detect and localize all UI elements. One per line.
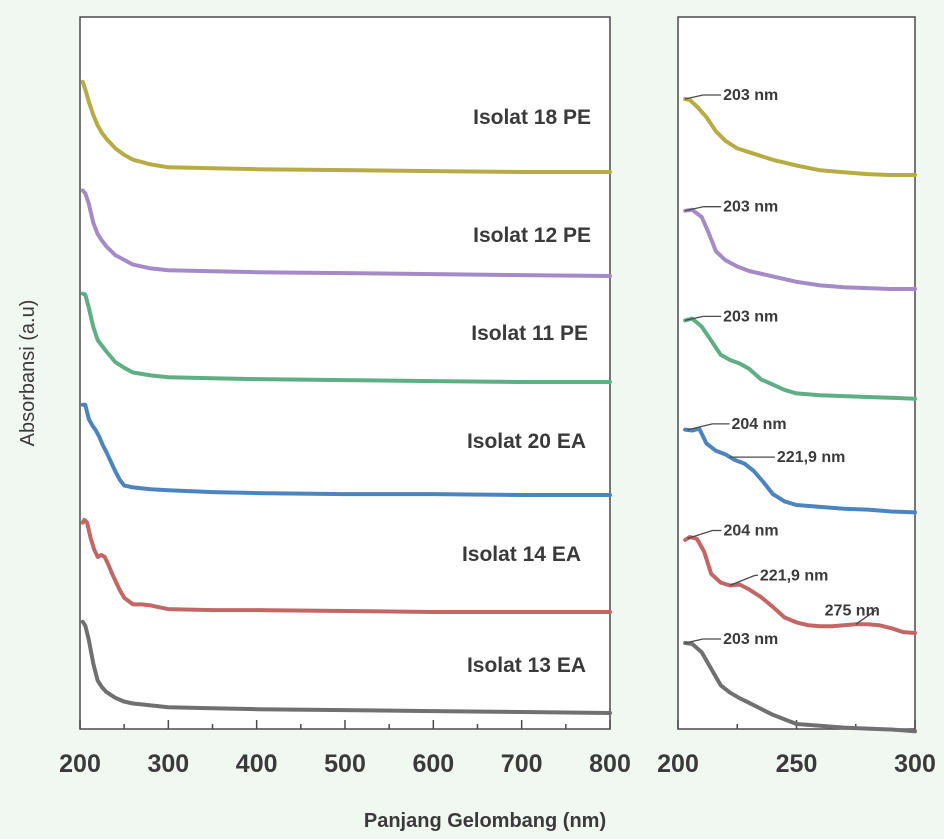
x-tick-label: 250 [776,750,818,778]
peak-label: 221,9 nm [760,567,828,584]
x-tick-label: 800 [589,750,631,778]
x-tick-label: 600 [412,750,454,778]
peak-label: 221,9 nm [777,449,845,466]
zoom-spectrum-line-4 [683,426,917,515]
series-label-isolat-12-pe: Isolat 12 PE [473,224,591,247]
zoom-spectrum-line-5 [683,535,917,635]
left-x-ticks: 200 300 400 500 600 700 800 [59,720,631,778]
spectrum-line-isolat-13-ea [80,619,612,715]
series-label-isolat-20-ea: Isolat 20 EA [467,430,586,453]
spectrum-line-isolat-20-ea [80,402,612,497]
peak-leader-line [729,574,756,587]
peak-label: 275 nm [825,602,880,619]
peak-leader-line [684,638,704,644]
x-tick-label: 700 [501,750,543,778]
x-tick-label: 200 [59,750,101,778]
zoom-spectrum-line-3 [683,316,917,401]
spectrum-line-isolat-18-pe [80,79,612,174]
peak-leader-line [684,94,704,100]
left-spectra [80,79,612,715]
peak-label: 203 nm [723,308,778,325]
peak-leader-line [855,609,877,625]
peak-leader-line [684,315,704,322]
spectrum-line-isolat-11-pe [80,291,612,384]
x-tick-label: 400 [236,750,278,778]
series-label-isolat-11-pe: Isolat 11 PE [471,322,588,345]
zoom-spectrum-line-1 [683,97,917,177]
zoom-spectrum-line-6 [683,641,917,734]
peak-label: 204 nm [724,523,779,540]
peak-label: 203 nm [723,631,778,648]
y-axis-title: Absorbansi (a.u) [17,300,39,447]
x-tick-label: 300 [147,750,189,778]
zoom-spectrum-line-2 [683,207,917,291]
x-axis-title: Panjang Gelombang (nm) [364,810,606,832]
peak-annotations: 203 nm 203 nm 203 nm 204 nm 221,9 nm 204 nm 22… [684,87,880,648]
peak-label: 203 nm [723,87,778,104]
peak-label: 204 nm [732,416,787,433]
x-tick-label: 500 [324,750,366,778]
peak-label: 203 nm [723,199,778,216]
x-tick-label: 200 [657,750,699,778]
right-spectra [683,97,917,734]
series-label-isolat-14-ea: Isolat 14 EA [462,543,581,566]
series-labels: Isolat 18 PE Isolat 12 PE Isolat 11 PE Isol… [462,106,591,677]
spectrum-line-isolat-12-pe [80,188,612,278]
x-tick-label: 300 [894,750,936,778]
peak-leader-line [687,529,713,540]
right-x-ticks: 200 250 300 [657,720,936,778]
series-label-isolat-18-pe: Isolat 18 PE [473,106,591,129]
spectrum-line-isolat-14-ea [80,517,612,614]
series-label-isolat-13-ea: Isolat 13 EA [467,654,586,677]
peak-leader-line [687,423,713,431]
peak-leader-line [684,206,704,212]
